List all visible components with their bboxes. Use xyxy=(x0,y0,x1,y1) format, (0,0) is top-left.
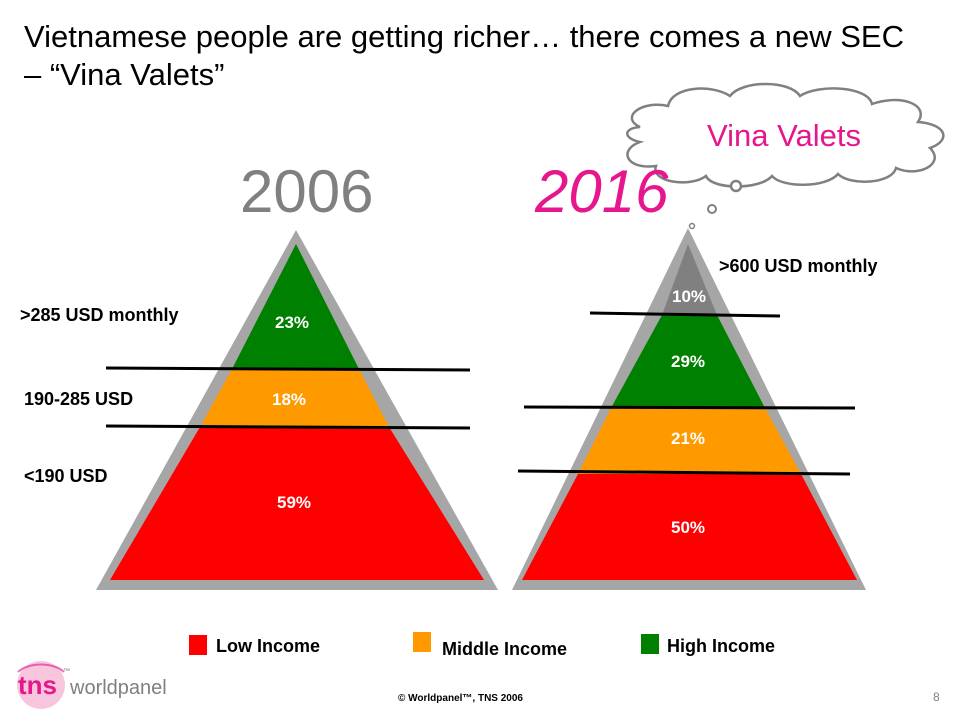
logo-sub-text: worldpanel xyxy=(69,677,167,699)
thought-bubble-large xyxy=(729,179,743,193)
legend-label-low: Low Income xyxy=(216,636,321,656)
divider-line xyxy=(517,469,851,476)
thought-bubble-small xyxy=(688,222,696,230)
segment-top-2016 xyxy=(662,244,717,315)
value-middle-2006: 18% xyxy=(271,390,307,409)
segment-low-2016 xyxy=(522,474,857,580)
value-low-2016: 50% xyxy=(670,518,706,537)
pyramid-2006 xyxy=(96,230,498,590)
legend-swatch-middle xyxy=(413,632,431,652)
value-low-2006: 59% xyxy=(276,493,312,512)
value-top-2016: 10% xyxy=(671,287,707,306)
segment-middle-2016 xyxy=(578,408,801,474)
value-high-2006: 23% xyxy=(274,313,310,332)
year-2006: 2006 xyxy=(240,158,374,225)
segment-low-2006 xyxy=(110,427,484,580)
value-high-2016: 29% xyxy=(670,352,706,371)
thought-cloud xyxy=(626,82,945,230)
value-middle-2016: 21% xyxy=(670,429,706,448)
divider-line xyxy=(105,424,471,430)
income-label-high-2006: >285 USD monthly xyxy=(20,305,179,325)
cloud-text: Vina Valets xyxy=(707,118,861,153)
legend-label-middle: Middle Income xyxy=(442,639,568,659)
page-title: Vietnamese people are getting richer… th… xyxy=(24,19,904,92)
divider-line xyxy=(105,366,471,372)
year-2016: 2016 xyxy=(535,158,669,225)
divider-line xyxy=(589,311,781,318)
divider-line xyxy=(523,405,856,410)
logo-main-text: tns xyxy=(18,670,57,700)
income-label-top-2016: >600 USD monthly xyxy=(719,256,878,276)
copyright-footer: © Worldpanel™, TNS 2006 xyxy=(398,693,523,704)
thought-bubble-medium xyxy=(707,204,717,214)
page-number: 8 xyxy=(933,690,940,704)
income-label-low-2006: <190 USD xyxy=(24,466,108,486)
legend-swatch-low xyxy=(189,635,207,655)
pyramid-2016 xyxy=(512,228,866,590)
logo-tm: ™ xyxy=(63,668,70,675)
legend-label-high: High Income xyxy=(667,636,776,656)
income-label-middle-2006: 190-285 USD xyxy=(24,389,134,409)
legend-swatch-high xyxy=(641,634,659,654)
segment-middle-2006 xyxy=(200,369,389,427)
tns-worldpanel-logo: tns ™ worldpanel xyxy=(8,660,168,715)
segment-high-2006 xyxy=(232,244,359,369)
segment-high-2016 xyxy=(611,315,765,408)
